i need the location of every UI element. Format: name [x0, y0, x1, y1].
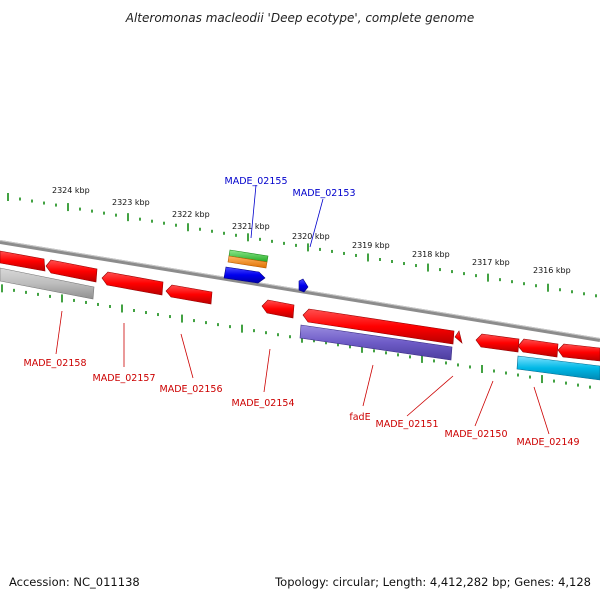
label-leader-lines — [55, 184, 550, 435]
gene-label-made-02157[interactable]: MADE_02157 — [93, 373, 156, 384]
gene-made-02150[interactable] — [475, 333, 520, 353]
gene-label-made-02156[interactable]: MADE_02156 — [160, 384, 223, 395]
topology-summary-text: Topology: circular; Length: 4,412,282 bp… — [274, 575, 591, 589]
gene-made-02151[interactable] — [299, 324, 453, 361]
reverse-features — [0, 250, 600, 381]
gene-label-made-02150[interactable]: MADE_02150 — [445, 429, 508, 440]
scale-label: 2316 kbp — [533, 266, 571, 275]
scale-label: 2321 kbp — [232, 222, 270, 231]
gene-made-02149-cyan[interactable] — [516, 355, 600, 381]
leader-made-02153 — [309, 198, 324, 248]
leader-made-02154 — [263, 348, 271, 393]
scale-label: 2322 kbp — [172, 210, 210, 219]
forward-features — [223, 249, 309, 293]
scale-label: 2319 kbp — [352, 241, 390, 250]
leader-made-02151 — [406, 375, 454, 417]
gene-made-02158-grey[interactable] — [0, 267, 95, 300]
gene-made-02149-a[interactable] — [517, 338, 559, 358]
gene-label-made-02158[interactable]: MADE_02158 — [24, 358, 87, 369]
map-title: Alteromonas macleodii 'Deep ecotype', co… — [125, 11, 474, 25]
gene-labels: MADE_02155 MADE_02153 MADE_02158 MADE_02… — [24, 176, 580, 448]
gene-label-fade[interactable]: fadE — [349, 412, 370, 423]
scale-label: 2324 kbp — [52, 186, 90, 195]
gene-label-made-02154[interactable]: MADE_02154 — [232, 398, 295, 409]
leader-made-02155 — [250, 184, 257, 239]
gene-label-made-02153[interactable]: MADE_02153 — [293, 188, 356, 199]
gene-made-02154[interactable] — [261, 299, 295, 319]
gene-label-made-02149[interactable]: MADE_02149 — [517, 437, 580, 448]
forward-scale-ticks — [7, 193, 597, 298]
accession-text: Accession: NC_011138 — [9, 575, 140, 589]
gene-label-made-02151[interactable]: MADE_02151 — [376, 419, 439, 430]
gene-made-02156-a[interactable] — [101, 271, 164, 296]
leader-made-02156 — [180, 333, 194, 379]
scale-label: 2323 kbp — [112, 198, 150, 207]
scale-label: 2320 kbp — [292, 232, 330, 241]
gene-small-red[interactable] — [454, 330, 463, 344]
gene-made-02153[interactable] — [298, 278, 309, 293]
gene-made-02158-red[interactable] — [0, 250, 46, 272]
reverse-scale-ticks — [1, 284, 591, 389]
leader-fade — [362, 364, 374, 407]
scale-labels: 2324 kbp 2323 kbp 2322 kbp 2321 kbp 2320… — [52, 186, 571, 275]
gene-fade[interactable] — [302, 308, 455, 345]
gene-made-02156-b[interactable] — [165, 284, 213, 305]
gene-label-made-02155[interactable]: MADE_02155 — [225, 176, 288, 187]
gene-made-02155[interactable] — [223, 266, 266, 284]
scale-label: 2317 kbp — [472, 258, 510, 267]
gene-made-02155-orange[interactable] — [227, 255, 268, 269]
leader-made-02150 — [474, 380, 494, 427]
scale-label: 2318 kbp — [412, 250, 450, 259]
gene-made-02157[interactable] — [45, 259, 98, 283]
gene-made-02149-b[interactable] — [557, 343, 600, 362]
leader-made-02149 — [533, 386, 550, 435]
leader-made-02158 — [55, 310, 63, 355]
